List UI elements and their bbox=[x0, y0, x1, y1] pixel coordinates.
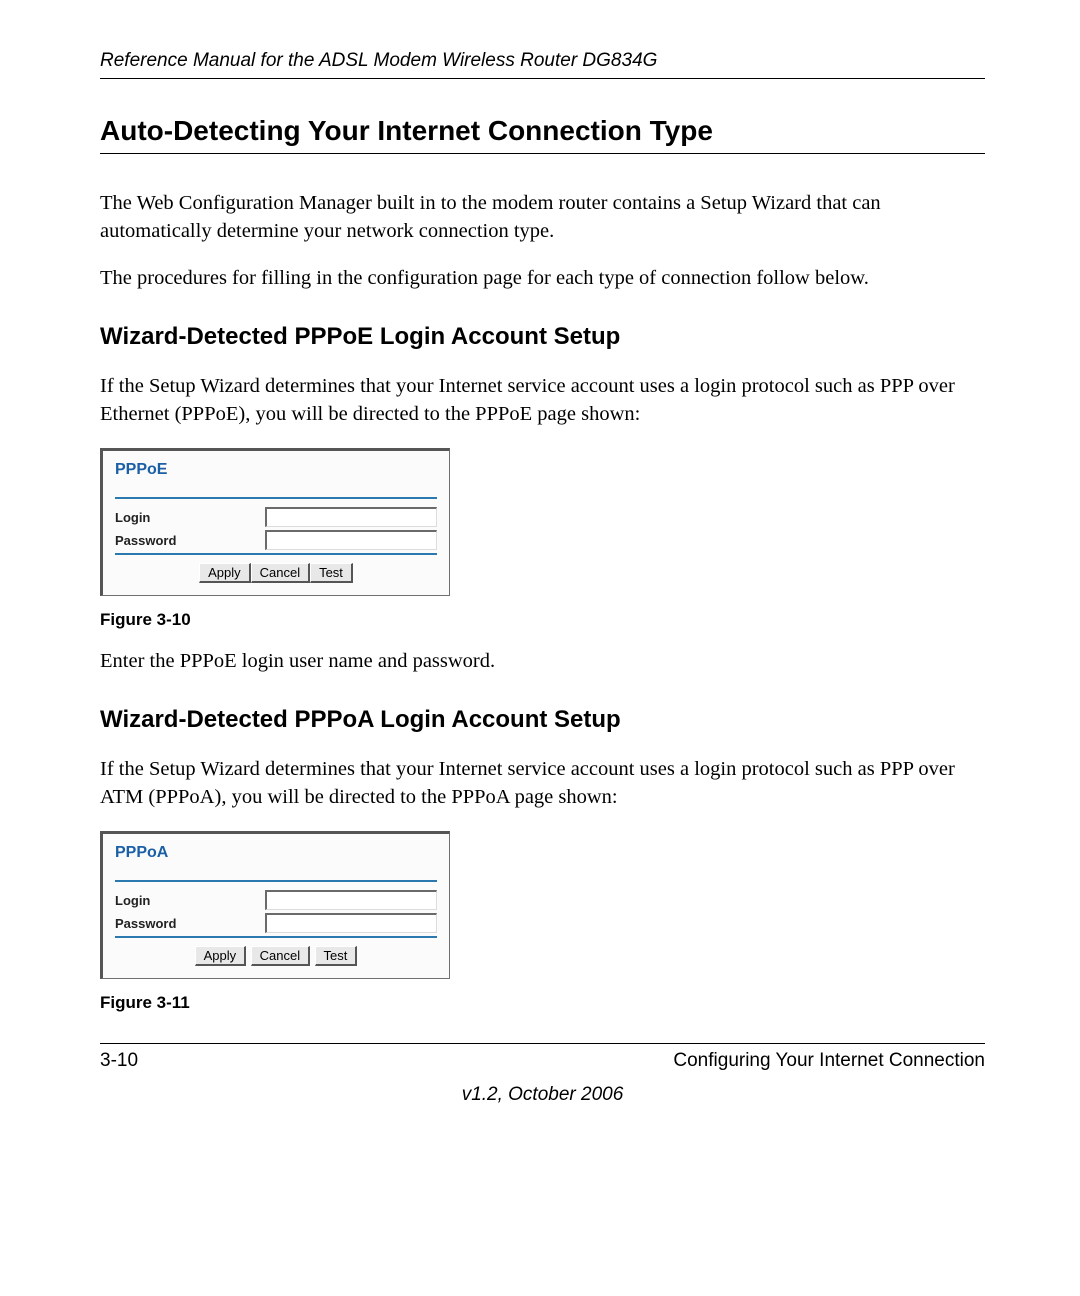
apply-button[interactable]: Apply bbox=[195, 946, 247, 966]
document-page: Reference Manual for the ADSL Modem Wire… bbox=[0, 0, 1080, 1146]
dialog-separator bbox=[115, 497, 437, 499]
pppoa-login-input[interactable] bbox=[265, 890, 437, 910]
pppoe-password-input[interactable] bbox=[265, 530, 437, 550]
footer-rule bbox=[100, 1043, 985, 1044]
pppoe-password-row: Password bbox=[115, 530, 437, 550]
pppoa-password-label: Password bbox=[115, 916, 265, 931]
subheading-pppoe: Wizard-Detected PPPoE Login Account Setu… bbox=[100, 323, 985, 351]
pppoe-button-row: ApplyCancelTest bbox=[115, 563, 437, 583]
apply-button[interactable]: Apply bbox=[199, 563, 251, 583]
footer-row: 3-10 Configuring Your Internet Connectio… bbox=[100, 1050, 985, 1072]
pppoa-login-label: Login bbox=[115, 893, 265, 908]
dialog-separator bbox=[115, 553, 437, 555]
figure-caption-1: Figure 3-10 bbox=[100, 610, 985, 630]
pppoe-description: If the Setup Wizard determines that your… bbox=[100, 373, 985, 428]
pppoe-password-label: Password bbox=[115, 533, 265, 548]
pppoe-dialog-title: PPPoE bbox=[115, 461, 437, 497]
subheading-pppoa: Wizard-Detected PPPoA Login Account Setu… bbox=[100, 706, 985, 734]
running-header: Reference Manual for the ADSL Modem Wire… bbox=[100, 50, 985, 79]
dialog-separator bbox=[115, 936, 437, 938]
pppoe-login-input[interactable] bbox=[265, 507, 437, 527]
pppoa-dialog: PPPoA Login Password Apply Cancel Test bbox=[100, 831, 450, 979]
main-heading: Auto-Detecting Your Internet Connection … bbox=[100, 115, 985, 154]
pppoe-dialog: PPPoE Login Password ApplyCancelTest bbox=[100, 448, 450, 596]
pppoa-description: If the Setup Wizard determines that your… bbox=[100, 756, 985, 811]
pppoa-password-input[interactable] bbox=[265, 913, 437, 933]
test-button[interactable]: Test bbox=[315, 946, 358, 966]
figure-caption-2: Figure 3-11 bbox=[100, 993, 985, 1013]
pppoe-login-row: Login bbox=[115, 507, 437, 527]
pppoe-after-text: Enter the PPPoE login user name and pass… bbox=[100, 648, 985, 676]
pppoa-button-row: Apply Cancel Test bbox=[115, 946, 437, 966]
cancel-button[interactable]: Cancel bbox=[251, 946, 310, 966]
pppoa-login-row: Login bbox=[115, 890, 437, 910]
page-number: 3-10 bbox=[100, 1050, 138, 1072]
dialog-separator bbox=[115, 880, 437, 882]
pppoa-dialog-title: PPPoA bbox=[115, 844, 437, 880]
pppoe-login-label: Login bbox=[115, 510, 265, 525]
cancel-button[interactable]: Cancel bbox=[251, 563, 310, 583]
pppoa-password-row: Password bbox=[115, 913, 437, 933]
footer-version: v1.2, October 2006 bbox=[100, 1084, 985, 1106]
test-button[interactable]: Test bbox=[310, 563, 353, 583]
intro-paragraph-1: The Web Configuration Manager built in t… bbox=[100, 190, 985, 245]
section-title: Configuring Your Internet Connection bbox=[673, 1050, 985, 1072]
intro-paragraph-2: The procedures for filling in the config… bbox=[100, 265, 985, 293]
